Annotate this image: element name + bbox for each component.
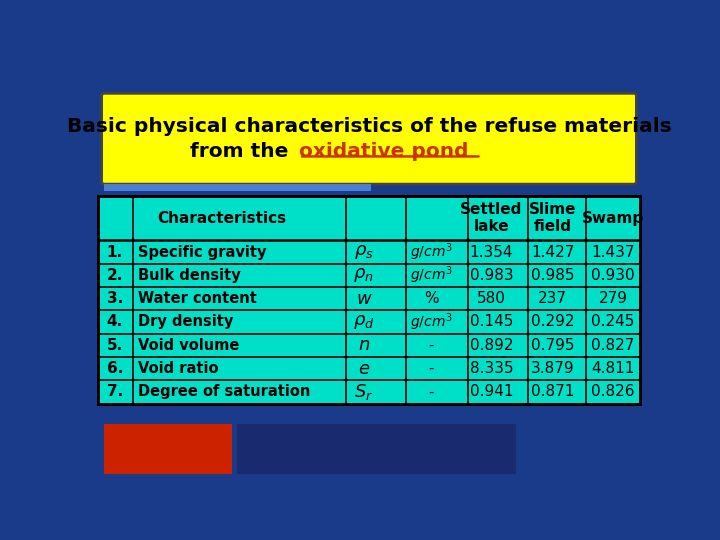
Text: Swamp: Swamp	[582, 211, 644, 226]
FancyBboxPatch shape	[98, 195, 640, 403]
Text: 1.437: 1.437	[591, 245, 635, 260]
Text: $g/cm^3$: $g/cm^3$	[410, 311, 452, 333]
Text: $\rho_s$: $\rho_s$	[354, 243, 374, 261]
Text: Void volume: Void volume	[138, 338, 240, 353]
Text: 0.827: 0.827	[591, 338, 635, 353]
Text: $g/cm^3$: $g/cm^3$	[410, 241, 452, 263]
Text: 6.: 6.	[107, 361, 123, 376]
Text: 0.245: 0.245	[591, 314, 635, 329]
FancyBboxPatch shape	[102, 93, 636, 184]
Text: oxidative pond: oxidative pond	[300, 141, 469, 160]
Text: 3.: 3.	[107, 291, 123, 306]
FancyBboxPatch shape	[104, 424, 232, 475]
Text: Void ratio: Void ratio	[138, 361, 219, 376]
Text: from the: from the	[190, 141, 295, 160]
Text: 0.145: 0.145	[469, 314, 513, 329]
Text: -: -	[428, 384, 433, 400]
Text: 5.: 5.	[107, 338, 123, 353]
Text: 1.: 1.	[107, 245, 123, 260]
Text: $g/cm^3$: $g/cm^3$	[410, 265, 452, 286]
Text: 8.335: 8.335	[469, 361, 513, 376]
Text: Slime
field: Slime field	[529, 202, 577, 234]
Text: Basic physical characteristics of the refuse materials: Basic physical characteristics of the re…	[67, 117, 671, 136]
Text: 237: 237	[538, 291, 567, 306]
Text: 0.941: 0.941	[469, 384, 513, 400]
Text: Water content: Water content	[138, 291, 257, 306]
Text: 0.871: 0.871	[531, 384, 575, 400]
Text: Dry density: Dry density	[138, 314, 233, 329]
Text: Degree of saturation: Degree of saturation	[138, 384, 310, 400]
Text: 279: 279	[598, 291, 628, 306]
Text: Characteristics: Characteristics	[157, 211, 287, 226]
Text: $\rho_d$: $\rho_d$	[353, 313, 374, 331]
Text: 3.879: 3.879	[531, 361, 575, 376]
Text: %: %	[423, 291, 438, 306]
Text: 580: 580	[477, 291, 506, 306]
Text: 0.985: 0.985	[531, 268, 575, 283]
Text: 7.: 7.	[107, 384, 123, 400]
Text: $\rho_n$: $\rho_n$	[354, 266, 374, 285]
Text: 0.930: 0.930	[591, 268, 635, 283]
Text: 0.892: 0.892	[469, 338, 513, 353]
Text: $S_r$: $S_r$	[354, 382, 373, 402]
Text: Settled
lake: Settled lake	[460, 202, 523, 234]
Text: -: -	[428, 361, 433, 376]
FancyBboxPatch shape	[104, 184, 372, 191]
FancyBboxPatch shape	[238, 424, 516, 475]
Text: 1.354: 1.354	[469, 245, 513, 260]
Text: 1.427: 1.427	[531, 245, 575, 260]
Text: -: -	[428, 338, 433, 353]
Text: 0.795: 0.795	[531, 338, 575, 353]
Text: 0.292: 0.292	[531, 314, 575, 329]
Text: Bulk density: Bulk density	[138, 268, 240, 283]
Text: 4.811: 4.811	[591, 361, 635, 376]
Text: 0.983: 0.983	[469, 268, 513, 283]
Text: e: e	[358, 360, 369, 377]
Text: 4.: 4.	[107, 314, 123, 329]
Text: w: w	[356, 289, 371, 308]
Text: n: n	[358, 336, 369, 354]
Text: 0.826: 0.826	[591, 384, 635, 400]
Text: 2.: 2.	[107, 268, 123, 283]
Text: Specific gravity: Specific gravity	[138, 245, 266, 260]
